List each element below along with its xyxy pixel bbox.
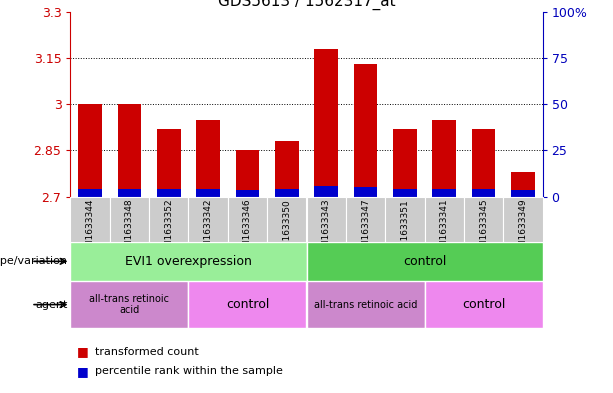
Text: GSM1633346: GSM1633346 — [243, 199, 252, 259]
Bar — [110, 196, 149, 242]
Bar — [464, 196, 503, 242]
Bar — [432, 119, 456, 196]
Text: genotype/variation: genotype/variation — [0, 256, 67, 266]
Bar — [511, 172, 535, 196]
Bar — [314, 186, 338, 196]
Bar — [228, 196, 267, 242]
Text: GSM1633342: GSM1633342 — [204, 199, 213, 259]
Bar — [196, 189, 220, 196]
Bar — [471, 129, 495, 196]
Text: control: control — [226, 298, 269, 311]
Bar — [70, 281, 189, 328]
Text: EVI1 overexpression: EVI1 overexpression — [125, 255, 252, 268]
Bar — [306, 196, 346, 242]
Bar — [385, 196, 424, 242]
Text: ■: ■ — [77, 365, 88, 378]
Bar — [432, 189, 456, 196]
Text: GSM1633344: GSM1633344 — [86, 199, 94, 259]
Bar — [314, 49, 338, 196]
Text: GSM1633343: GSM1633343 — [322, 199, 330, 259]
Bar — [235, 190, 259, 196]
Text: GSM1633348: GSM1633348 — [125, 199, 134, 259]
Bar — [354, 64, 377, 196]
Bar — [70, 242, 306, 281]
Bar — [471, 189, 495, 196]
Text: agent: agent — [35, 299, 67, 310]
Bar — [78, 189, 102, 196]
Bar — [275, 189, 299, 196]
Bar — [424, 196, 464, 242]
Bar — [78, 104, 102, 196]
Bar — [157, 189, 181, 196]
Title: GDS5613 / 1562317_at: GDS5613 / 1562317_at — [218, 0, 395, 11]
Bar — [149, 196, 189, 242]
Bar — [267, 196, 306, 242]
Text: GSM1633352: GSM1633352 — [164, 199, 173, 259]
Bar — [189, 196, 228, 242]
Text: control: control — [462, 298, 505, 311]
Text: GSM1633347: GSM1633347 — [361, 199, 370, 259]
Text: ■: ■ — [77, 345, 88, 358]
Bar — [189, 281, 306, 328]
Bar — [275, 141, 299, 196]
Text: percentile rank within the sample: percentile rank within the sample — [95, 366, 283, 376]
Bar — [70, 196, 110, 242]
Text: GSM1633351: GSM1633351 — [400, 199, 409, 259]
Bar — [393, 189, 417, 196]
Bar — [393, 129, 417, 196]
Bar — [306, 281, 424, 328]
Text: GSM1633341: GSM1633341 — [440, 199, 449, 259]
Bar — [157, 129, 181, 196]
Bar — [424, 281, 543, 328]
Bar — [306, 242, 543, 281]
Text: all-trans retinoic acid: all-trans retinoic acid — [314, 299, 417, 310]
Text: GSM1633349: GSM1633349 — [519, 199, 527, 259]
Bar — [354, 187, 377, 196]
Text: control: control — [403, 255, 446, 268]
Bar — [196, 119, 220, 196]
Bar — [511, 190, 535, 196]
Text: GSM1633345: GSM1633345 — [479, 199, 488, 259]
Bar — [346, 196, 385, 242]
Bar — [118, 104, 142, 196]
Bar — [503, 196, 543, 242]
Bar — [235, 150, 259, 196]
Text: all-trans retinoic
acid: all-trans retinoic acid — [89, 294, 170, 315]
Text: transformed count: transformed count — [95, 347, 199, 357]
Bar — [118, 189, 142, 196]
Text: GSM1633350: GSM1633350 — [283, 199, 291, 259]
